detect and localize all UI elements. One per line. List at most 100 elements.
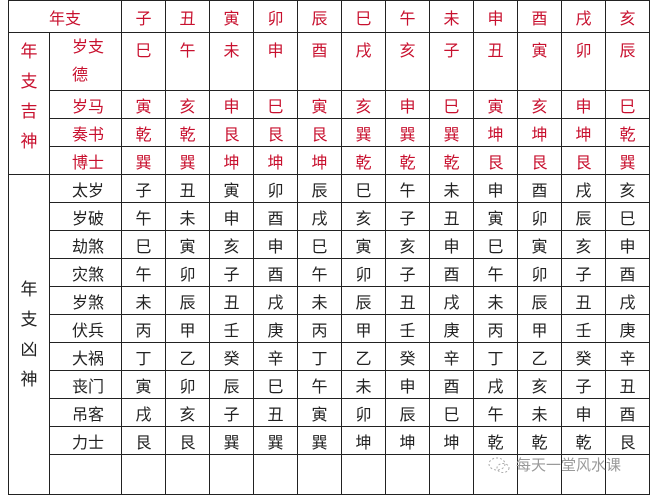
cell-value: 壬 — [385, 314, 431, 343]
inauspicious-group-label: 年支凶神 — [8, 174, 50, 495]
cell-value: 癸 — [561, 342, 607, 371]
cell-value: 卯 — [253, 174, 299, 203]
cell-value: 辛 — [429, 342, 475, 371]
empty-cell — [48, 454, 123, 495]
cell-value: 子 — [385, 258, 431, 287]
empty-cell — [605, 454, 651, 495]
cell-value: 午 — [473, 398, 519, 427]
table-row: 博士巽巽坤坤坤乾乾乾艮艮艮巽 — [9, 146, 651, 175]
cell-value: 辰 — [341, 286, 387, 315]
cell-value: 丑 — [429, 202, 475, 231]
cell-value: 艮 — [605, 426, 651, 455]
table-row: 灾煞午卯子酉午卯子酉午卯子酉 — [9, 258, 651, 287]
cell-value: 巳 — [253, 90, 299, 119]
cell-value: 亥 — [517, 90, 563, 119]
cell-value: 丁 — [121, 342, 167, 371]
cell-value: 乾 — [385, 146, 431, 175]
cell-value: 寅 — [209, 174, 255, 203]
row-label: 灾煞 — [48, 258, 123, 287]
cell-value: 亥 — [341, 202, 387, 231]
annual-branch-spirits-table: 年支子丑寅卯辰巳午未申酉戌亥年支吉神 岁支德巳午未申酉戌亥子丑寅卯辰岁马寅亥申巳寅… — [7, 0, 651, 495]
cell-value: 寅 — [517, 32, 563, 91]
cell-value: 寅 — [517, 230, 563, 259]
cell-value: 辰 — [297, 174, 343, 203]
row-label: 岁支德 — [48, 32, 123, 91]
cell-value: 寅 — [473, 90, 519, 119]
cell-value: 丙 — [473, 314, 519, 343]
empty-cell — [385, 454, 431, 495]
cell-value: 午 — [121, 202, 167, 231]
cell-value: 巳 — [121, 32, 167, 91]
cell-value: 未 — [429, 174, 475, 203]
header-branch: 午 — [385, 0, 431, 33]
cell-value: 戌 — [121, 398, 167, 427]
cell-value: 丑 — [209, 286, 255, 315]
cell-value: 甲 — [165, 314, 211, 343]
cell-value: 乾 — [341, 146, 387, 175]
empty-cell — [561, 454, 607, 495]
cell-value: 乾 — [165, 118, 211, 147]
header-row: 年支子丑寅卯辰巳午未申酉戌亥 — [7, 0, 651, 33]
cell-value: 巽 — [253, 426, 299, 455]
cell-value: 申 — [561, 90, 607, 119]
cell-value: 巳 — [429, 90, 475, 119]
auspicious-group-label: 年支吉神 — [8, 32, 50, 175]
cell-value: 亥 — [209, 230, 255, 259]
cell-value: 亥 — [165, 398, 211, 427]
cell-value: 丑 — [561, 286, 607, 315]
cell-value: 辰 — [517, 286, 563, 315]
header-branch: 辰 — [297, 0, 343, 33]
cell-value: 戌 — [253, 286, 299, 315]
table-row: 岁煞未辰丑戌未辰丑戌未辰丑戌 — [9, 286, 651, 315]
cell-value: 巳 — [253, 370, 299, 399]
row-label: 岁煞 — [48, 286, 123, 315]
cell-value: 申 — [253, 32, 299, 91]
watermark: 每天一堂风水课 — [486, 454, 621, 475]
cell-value: 午 — [165, 32, 211, 91]
table-row: 大祸丁乙癸辛丁乙癸辛丁乙癸辛 — [9, 342, 651, 371]
cell-value: 甲 — [517, 314, 563, 343]
cell-value: 巳 — [429, 398, 475, 427]
cell-value: 辛 — [605, 342, 651, 371]
row-label: 奏书 — [48, 118, 123, 147]
cell-value: 艮 — [473, 146, 519, 175]
cell-value: 壬 — [209, 314, 255, 343]
cell-value: 坤 — [297, 146, 343, 175]
header-branch: 子 — [121, 0, 167, 33]
table-row: 奏书乾乾艮艮艮巽巽巽坤坤坤乾 — [9, 118, 651, 147]
group-label-text: 年支凶神 — [20, 279, 38, 390]
table-row: 岁破午未申酉戌亥子丑寅卯辰巳 — [9, 202, 651, 231]
cell-value: 艮 — [121, 426, 167, 455]
cell-value: 酉 — [253, 202, 299, 231]
cell-value: 乾 — [561, 426, 607, 455]
cell-value: 巽 — [605, 146, 651, 175]
cell-value: 坤 — [385, 426, 431, 455]
table-row: 岁马寅亥申巳寅亥申巳寅亥申巳 — [9, 90, 651, 119]
cell-value: 丙 — [121, 314, 167, 343]
cell-value: 未 — [473, 286, 519, 315]
cell-value: 艮 — [165, 426, 211, 455]
header-branch: 酉 — [517, 0, 563, 33]
table-row: 年支吉神 岁支德巳午未申酉戌亥子丑寅卯辰 — [8, 32, 651, 175]
cell-value: 亥 — [605, 174, 651, 203]
row-label: 岁破 — [48, 202, 123, 231]
cell-value: 乾 — [605, 118, 651, 147]
cell-value: 艮 — [517, 146, 563, 175]
empty-cell — [297, 454, 343, 495]
cell-value: 戌 — [341, 32, 387, 91]
table-row: 吊客戌亥子丑寅卯辰巳午未申酉 — [9, 398, 651, 427]
header-branch: 卯 — [253, 0, 299, 33]
header-branch: 亥 — [605, 0, 651, 33]
row-label: 劫煞 — [48, 230, 123, 259]
cell-value: 壬 — [561, 314, 607, 343]
row-label: 岁马 — [48, 90, 123, 119]
cell-value: 丑 — [605, 370, 651, 399]
cell-value: 艮 — [297, 118, 343, 147]
cell-value: 巽 — [341, 118, 387, 147]
cell-value: 未 — [341, 370, 387, 399]
cell-value: 癸 — [209, 342, 255, 371]
cell-value: 乾 — [121, 118, 167, 147]
row-label: 丧门 — [48, 370, 123, 399]
cell-value: 乙 — [165, 342, 211, 371]
cell-value: 酉 — [429, 370, 475, 399]
